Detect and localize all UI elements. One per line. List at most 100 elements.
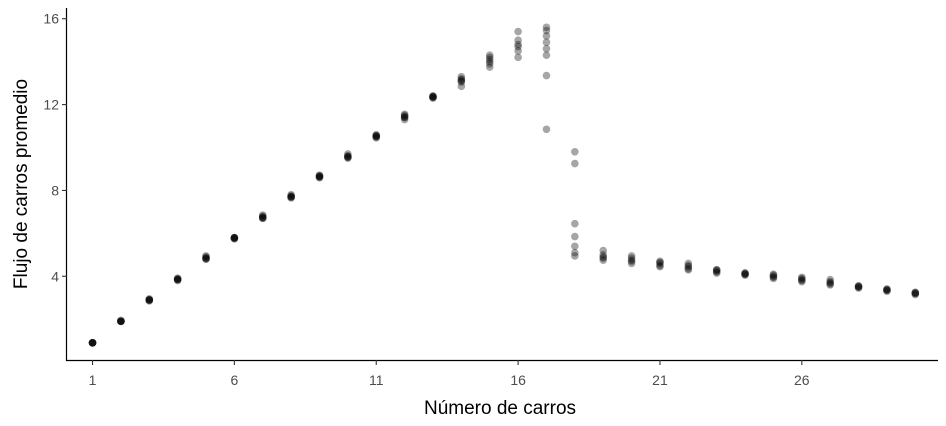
data-point <box>315 172 324 181</box>
data-point <box>202 255 210 263</box>
data-point <box>400 113 409 122</box>
data-point <box>854 283 863 291</box>
data-point <box>741 269 749 277</box>
data-point <box>826 280 834 288</box>
data-point <box>485 55 494 64</box>
data-point <box>656 261 664 270</box>
data-point <box>826 275 834 284</box>
data-point <box>883 286 891 295</box>
data-point <box>911 288 920 297</box>
data-point <box>400 115 409 124</box>
data-point <box>117 317 125 326</box>
data-point <box>571 159 579 168</box>
data-point <box>542 38 551 47</box>
data-point <box>344 150 352 158</box>
data-point <box>457 75 466 83</box>
data-point <box>287 193 295 201</box>
data-point <box>230 233 239 242</box>
data-point <box>202 254 210 262</box>
data-point <box>457 82 466 91</box>
data-point <box>230 233 239 242</box>
data-point <box>542 26 551 35</box>
y-tick-label: 8 <box>51 182 59 198</box>
x-tick-label: 1 <box>89 372 97 388</box>
data-point <box>883 287 891 296</box>
x-tick-label: 11 <box>369 372 384 388</box>
x-tick-label: 6 <box>230 372 238 388</box>
data-point <box>145 296 154 304</box>
data-point <box>230 234 239 243</box>
data-point <box>230 233 239 242</box>
data-point <box>798 273 806 282</box>
x-tick-label: 21 <box>652 372 668 388</box>
data-point <box>315 173 324 182</box>
data-point <box>798 274 806 283</box>
data-point <box>542 71 551 80</box>
data-point <box>571 248 579 257</box>
data-point <box>429 92 437 100</box>
data-point <box>258 213 267 222</box>
data-point <box>287 194 295 202</box>
data-point <box>372 134 381 142</box>
data-point <box>372 132 381 141</box>
data-point <box>202 255 210 263</box>
data-point <box>372 131 381 140</box>
data-point <box>344 154 352 163</box>
data-point <box>344 153 352 161</box>
data-point <box>769 272 778 281</box>
data-point <box>145 296 154 304</box>
data-point <box>599 246 608 255</box>
data-point <box>883 285 891 293</box>
y-axis-title: Flujo de carros promedio <box>11 79 32 289</box>
data-point <box>542 44 551 53</box>
data-point <box>230 233 239 242</box>
data-point <box>627 259 636 268</box>
data-point <box>117 317 125 326</box>
data-point <box>400 111 409 120</box>
data-point <box>684 261 693 270</box>
data-point <box>173 275 182 284</box>
data-point <box>769 273 778 282</box>
data-point <box>485 57 494 66</box>
data-point <box>911 288 920 297</box>
data-point <box>798 276 806 285</box>
data-point <box>429 92 437 100</box>
data-point <box>202 254 210 262</box>
data-point <box>145 297 154 305</box>
data-point <box>571 242 579 251</box>
data-point <box>571 219 579 228</box>
x-tick-label: 26 <box>794 372 810 388</box>
data-point <box>599 253 608 261</box>
data-point <box>627 252 636 260</box>
data-point <box>258 214 267 223</box>
data-point <box>173 274 182 283</box>
data-point <box>514 36 522 44</box>
data-point <box>769 271 778 280</box>
data-point <box>117 317 125 326</box>
data-point <box>599 256 608 265</box>
data-point <box>344 152 352 160</box>
data-point <box>315 171 324 180</box>
data-point <box>514 27 522 36</box>
data-point <box>230 234 239 243</box>
data-point <box>485 63 494 71</box>
data-point <box>911 290 920 299</box>
data-point <box>485 53 494 62</box>
data-point <box>656 258 664 267</box>
data-point <box>656 259 664 268</box>
data-point <box>826 278 834 287</box>
x-axis-title: Número de carros <box>424 398 576 419</box>
data-point <box>485 60 494 68</box>
data-point <box>372 130 381 139</box>
data-point <box>883 285 891 293</box>
data-point <box>202 253 210 261</box>
data-point <box>542 32 551 40</box>
x-axis-ticks: 1 6 11 16 21 26 <box>89 360 810 388</box>
data-point <box>117 317 125 326</box>
data-point <box>656 262 664 271</box>
data-point <box>741 270 749 278</box>
data-point <box>429 94 437 102</box>
data-point <box>344 152 352 160</box>
data-point <box>457 78 466 86</box>
